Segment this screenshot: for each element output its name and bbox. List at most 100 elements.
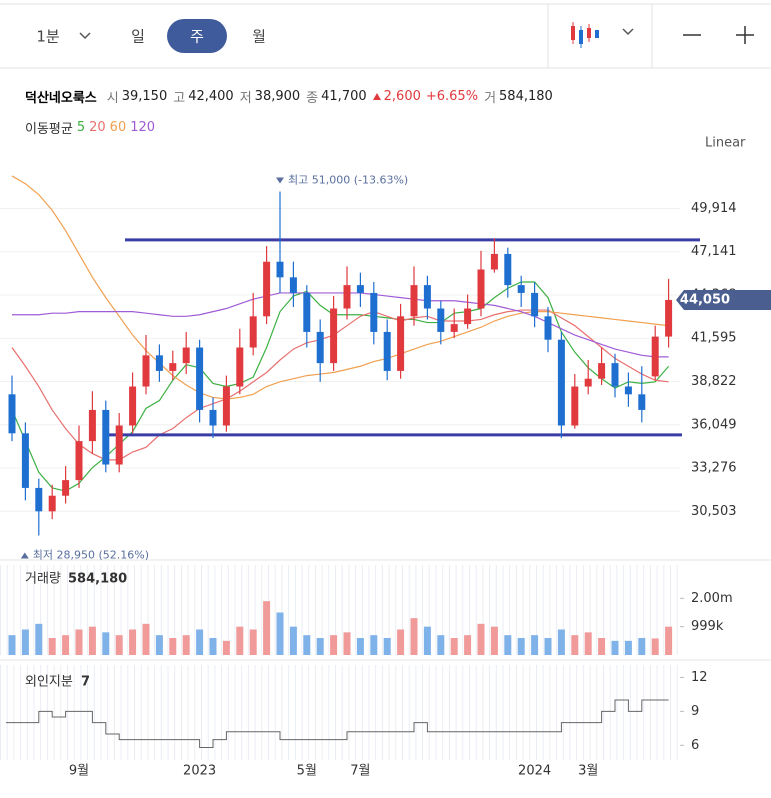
zoom-in[interactable] xyxy=(736,26,754,44)
candle-body xyxy=(464,308,472,325)
min-label: 최저 28,950 (52.16%) xyxy=(33,549,149,562)
ma-legend: 이동평균 5 20 60 120 xyxy=(25,118,159,137)
x-tick-label: 5월 xyxy=(297,764,317,779)
tab[interactable]: 일 xyxy=(131,28,145,46)
field-label: 종 xyxy=(306,91,319,106)
y-tick-label: 9 xyxy=(691,704,699,719)
candle-body xyxy=(62,480,70,496)
candle-body xyxy=(638,394,646,410)
field-label: 고 xyxy=(173,91,186,106)
change: 2,600 xyxy=(383,89,421,104)
candle-body xyxy=(196,347,204,410)
legend-entry[interactable]: 120 xyxy=(130,120,156,135)
volume-bar xyxy=(263,601,271,655)
field-label: 저 xyxy=(239,91,252,106)
volume-bar xyxy=(62,635,70,655)
volume-bar xyxy=(115,635,123,655)
candle-body xyxy=(383,331,391,371)
legend-entry[interactable]: 60 xyxy=(109,120,127,135)
tab[interactable]: 1분 xyxy=(36,28,60,46)
candle-body xyxy=(263,261,271,317)
volume-bar xyxy=(397,629,405,655)
candle-body xyxy=(316,331,324,364)
volume-bar xyxy=(490,626,498,655)
tab[interactable]: 주 xyxy=(190,28,204,46)
y-tick-label: 41,595 xyxy=(691,331,737,346)
panel-bg xyxy=(0,565,680,655)
volume-bar xyxy=(624,640,632,655)
chart-type-icon[interactable] xyxy=(571,22,599,48)
volume-bar xyxy=(477,623,485,655)
min-marker xyxy=(20,552,29,559)
ma-line xyxy=(11,175,669,400)
volume-bar xyxy=(410,618,418,655)
candle-body xyxy=(410,285,418,317)
volume-bar xyxy=(155,635,163,655)
volume-bar xyxy=(544,638,552,655)
volume-bar xyxy=(129,629,137,655)
volume-bar xyxy=(182,635,190,655)
legend-entry[interactable]: 5 xyxy=(76,120,86,135)
candle-body xyxy=(249,316,257,348)
candle-body xyxy=(665,299,673,337)
candle-body xyxy=(330,308,338,364)
x-tick-label: 2024 xyxy=(518,764,551,779)
y-tick-label: 47,141 xyxy=(691,244,737,259)
volume-bar xyxy=(289,626,297,655)
candle-body xyxy=(115,425,123,465)
field-label: 거 xyxy=(484,91,497,106)
y-tick-label: 999k xyxy=(691,619,724,634)
volume-bar xyxy=(638,638,646,655)
stock-name: 덕산네오룩스 xyxy=(25,91,97,106)
candle-body xyxy=(142,355,150,387)
tab-selected-bg xyxy=(167,19,227,53)
candle-body xyxy=(356,285,364,293)
volume-bar xyxy=(169,638,177,655)
volume-bar xyxy=(584,632,592,655)
candle-body xyxy=(8,394,16,434)
candle-body xyxy=(129,386,137,426)
volume-bar xyxy=(665,626,673,655)
panel-title: 외인지분 xyxy=(25,675,73,690)
chevron[interactable] xyxy=(622,28,634,36)
ma-line xyxy=(12,292,669,358)
y-tick-label: 33,276 xyxy=(691,461,737,476)
x-tick-label: 3월 xyxy=(578,764,598,779)
up-arrow xyxy=(372,93,381,100)
panel-value: 584,180 xyxy=(68,572,127,587)
volume-bar xyxy=(504,635,512,655)
volume-bar xyxy=(75,629,83,655)
volume-bar xyxy=(330,635,338,655)
volume-bar xyxy=(557,629,565,655)
volume-bar xyxy=(196,629,204,655)
x-tick-label: 9월 xyxy=(69,764,89,779)
volume-bar xyxy=(517,638,525,655)
x-tick-label: 2023 xyxy=(183,764,216,779)
candle-body xyxy=(48,495,56,512)
volume-bar xyxy=(423,626,431,655)
current-price-label: 44,050 xyxy=(680,292,730,307)
candle-body xyxy=(490,253,498,270)
candle-body xyxy=(21,433,29,488)
panel-bg xyxy=(0,665,680,760)
volume-bar xyxy=(450,638,458,655)
volume-bar xyxy=(303,635,311,655)
volume-bar xyxy=(370,635,378,655)
candle-body xyxy=(517,285,525,293)
candle-body xyxy=(397,316,405,371)
volume-bar xyxy=(21,629,29,655)
tab[interactable]: 월 xyxy=(252,28,266,46)
field-value: 39,150 xyxy=(121,89,168,104)
candle-body xyxy=(450,324,458,332)
foreign-line xyxy=(6,699,669,749)
field-value: 584,180 xyxy=(499,89,553,104)
legend-entry[interactable]: 20 xyxy=(89,120,106,135)
volume-bar xyxy=(343,632,351,655)
field-value: 38,900 xyxy=(254,89,301,104)
scale-label[interactable]: Linear xyxy=(705,136,746,151)
volume-bar xyxy=(571,635,579,655)
chevron[interactable] xyxy=(79,32,91,40)
candle-body xyxy=(236,347,244,387)
